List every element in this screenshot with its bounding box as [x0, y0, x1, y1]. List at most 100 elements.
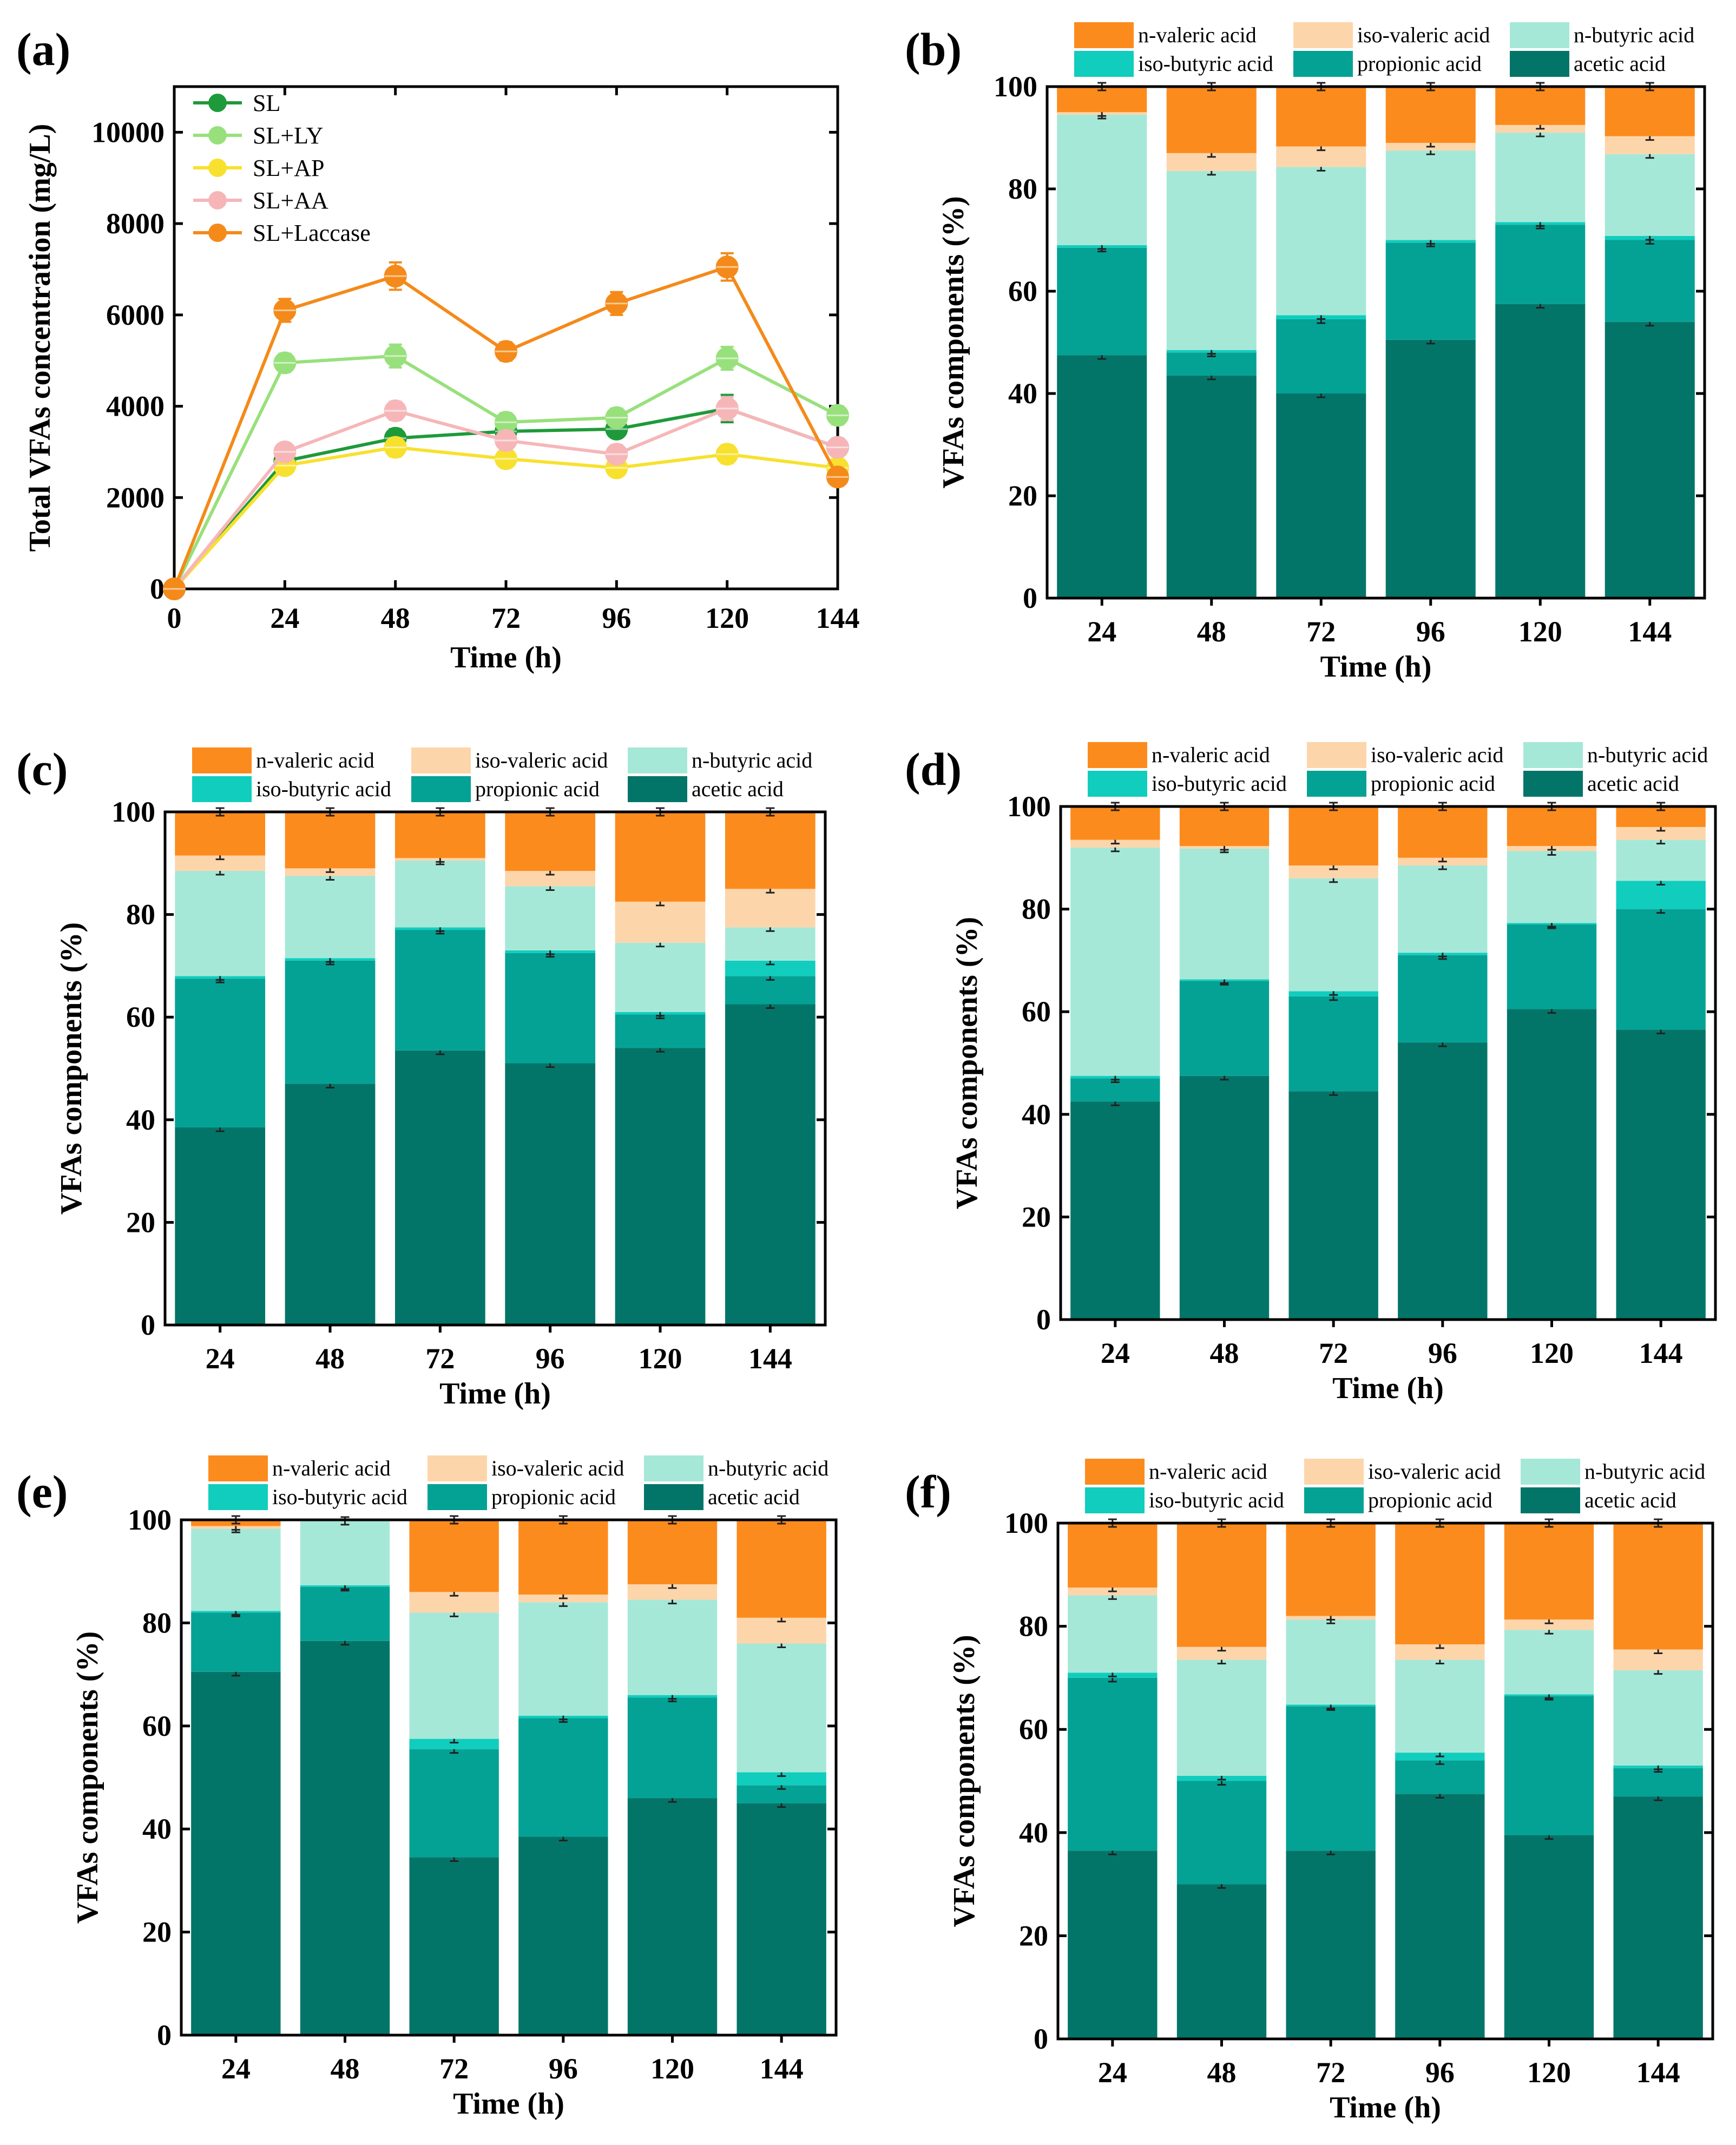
panel-d-bar-iso-butyric-acid-144	[1616, 881, 1706, 909]
panel-f-bar-acetic-acid-96	[1395, 1794, 1485, 2039]
panel-d-legend-swatch-n-butyric-acid	[1523, 742, 1583, 768]
panel-d-legend-label-iso-valeric-acid: iso-valeric acid	[1371, 743, 1503, 767]
panel-f-xtick-label: 72	[1316, 2056, 1345, 2089]
panel-e-xtick-label: 120	[650, 2052, 694, 2085]
panel-a-ytick-label: 8000	[106, 207, 165, 240]
panel-f-legend-label-propionic-acid: propionic acid	[1368, 1488, 1492, 1512]
panel-d-legend-swatch-propionic-acid	[1307, 771, 1366, 797]
panel-f-bar-propionic-acid-24	[1068, 1677, 1158, 1851]
panel-f-bar-acetic-acid-144	[1613, 1796, 1703, 2039]
panel-e-legend-label-acetic-acid: acetic acid	[708, 1485, 800, 1509]
panel-b-y-axis-title: VFAs components (%)	[937, 196, 970, 488]
panel-d-legend-label-acetic-acid: acetic acid	[1587, 771, 1679, 796]
panel-e-bar-n-butyric-acid-72	[409, 1612, 499, 1739]
panel-d-bar-acetic-acid-120	[1507, 1009, 1597, 1320]
panel-f-legend-swatch-n-butyric-acid	[1521, 1459, 1580, 1485]
panel-b-bar-n-butyric-acid-48	[1166, 170, 1257, 350]
panel-e-legend-swatch-propionic-acid	[428, 1484, 487, 1510]
panel-c-bar-acetic-acid-120	[615, 1048, 706, 1325]
panel-f-bar-n-butyric-acid-72	[1286, 1619, 1376, 1705]
panel-d-bar-acetic-acid-72	[1288, 1091, 1378, 1320]
panel-b-ytick-label: 100	[994, 70, 1037, 103]
panel-c-legend-swatch-iso-butyric-acid	[192, 776, 252, 802]
panel-b-legend-swatch-n-butyric-acid	[1510, 22, 1569, 48]
panel-e-bar-n-valeric-acid-72	[409, 1520, 499, 1592]
panel-f-bar-propionic-acid-96	[1395, 1760, 1485, 1794]
panel-d-bar-n-butyric-acid-120	[1507, 851, 1597, 923]
panel-c-bar-acetic-acid-24	[175, 1127, 266, 1325]
panel-a-legend-label-sl-ly: SL+LY	[253, 122, 323, 149]
panel-b-bar-n-valeric-acid-72	[1276, 87, 1366, 147]
panel-e-ytick-label: 60	[142, 1710, 172, 1742]
panel-d-bar-iso-valeric-acid-144	[1616, 826, 1706, 840]
panel-b-legend-swatch-iso-valeric-acid	[1293, 22, 1353, 48]
panel-d-bar-acetic-acid-48	[1179, 1075, 1270, 1320]
panel-e-xtick-label: 72	[439, 2052, 469, 2085]
panel-c-label: (c)	[16, 743, 68, 795]
panel-d-bar-n-butyric-acid-96	[1398, 865, 1488, 953]
panel-f-bar-n-butyric-acid-48	[1176, 1659, 1267, 1776]
panel-b-bar-acetic-acid-144	[1605, 322, 1695, 598]
panel-a-ytick-label: 10000	[91, 116, 165, 148]
panel-f-legend-label-n-valeric-acid: n-valeric acid	[1149, 1459, 1267, 1484]
panel-f-legend-swatch-iso-butyric-acid	[1085, 1487, 1145, 1513]
panel-c-bar-n-butyric-acid-24	[175, 871, 266, 976]
panel-b-x-axis-title: Time (h)	[1320, 650, 1432, 684]
panel-e-legend-swatch-n-valeric-acid	[208, 1455, 268, 1481]
panel-e: (e) 24 48 72 96 120 144 0 20 40 60 80 100 Time (h) VFA…	[16, 1455, 838, 2121]
panel-e-bar-n-butyric-acid-24	[191, 1529, 281, 1611]
panel-b-bar-n-valeric-acid-96	[1385, 87, 1476, 143]
panel-c-xtick-label: 72	[425, 1342, 455, 1375]
panel-b-bar-acetic-acid-120	[1495, 304, 1586, 598]
panel-b: (b) 24 48 72 96 120 144 0 20 40 60 80 100 Time (h) VFA…	[905, 22, 1706, 684]
panel-b-ytick-label: 40	[1008, 377, 1037, 410]
panel-d-ytick-label: 0	[1036, 1303, 1051, 1336]
panel-a-legend-label-sl: SL	[253, 90, 280, 116]
panel-f-xtick-label: 96	[1425, 2056, 1455, 2089]
panel-d-bar-n-butyric-acid-72	[1288, 878, 1378, 992]
panel-f-bar-acetic-acid-48	[1176, 1884, 1267, 2039]
panel-b-bar-propionic-acid-72	[1276, 319, 1366, 393]
panel-e-bar-n-butyric-acid-48	[300, 1520, 390, 1585]
panel-f-bar-n-butyric-acid-144	[1613, 1670, 1703, 1766]
panel-e-bar-acetic-acid-144	[737, 1803, 826, 2035]
panel-c-bar-n-butyric-acid-48	[285, 876, 376, 959]
panel-f-bar-n-valeric-acid-24	[1068, 1523, 1158, 1588]
panel-d-bar-n-valeric-acid-24	[1070, 806, 1160, 840]
panel-d-plot-frame	[1059, 805, 1717, 1321]
panel-e-label: (e)	[16, 1466, 68, 1518]
panel-b-ytick-label: 0	[1023, 582, 1037, 614]
panel-c-bar-iso-valeric-acid-144	[725, 889, 816, 928]
panel-a-ytick-label: 2000	[106, 481, 165, 514]
panel-f-xtick-label: 48	[1207, 2056, 1237, 2089]
panel-e-bar-n-valeric-acid-120	[627, 1520, 718, 1584]
panel-e-bar-acetic-acid-24	[191, 1671, 281, 2035]
panel-b-ytick-label: 60	[1008, 275, 1037, 307]
panel-d-bar-n-butyric-acid-48	[1179, 848, 1270, 980]
panel-f-ytick-label: 40	[1019, 1816, 1048, 1849]
panel-c-xtick-label: 144	[748, 1342, 792, 1375]
panel-b-bar-n-butyric-acid-24	[1057, 114, 1147, 245]
panel-f-bar-n-valeric-acid-48	[1176, 1523, 1267, 1647]
panel-d-xtick-label: 144	[1639, 1337, 1683, 1369]
panel-a-xtick-label: 96	[602, 602, 631, 634]
panel-b-plot-frame	[1045, 85, 1706, 600]
panel-b-xtick-label: 120	[1518, 615, 1562, 648]
panel-c-x-axis-title: Time (h)	[439, 1377, 551, 1411]
panel-f-ytick-label: 60	[1019, 1713, 1048, 1746]
panel-c-bar-propionic-acid-144	[725, 976, 816, 1005]
panel-c-xtick-label: 48	[315, 1342, 345, 1375]
panel-d-y-axis-title: VFAs components (%)	[950, 917, 984, 1209]
panel-e-bar-n-valeric-acid-144	[737, 1520, 826, 1618]
panel-f-ytick-label: 0	[1034, 2023, 1048, 2055]
panel-c-legend-swatch-propionic-acid	[411, 776, 471, 802]
panel-f-bar-acetic-acid-120	[1504, 1835, 1594, 2039]
panel-e-legend-label-propionic-acid: propionic acid	[491, 1485, 616, 1509]
panel-c-legend-label-iso-butyric-acid: iso-butyric acid	[256, 777, 391, 801]
panel-d-legend-swatch-acetic-acid	[1523, 771, 1583, 797]
panel-a-legend-marker-sl	[208, 94, 227, 112]
panel-f-label: (f)	[905, 1466, 951, 1518]
panel-d-legend-swatch-iso-butyric-acid	[1088, 771, 1147, 797]
panel-b-ytick-label: 80	[1008, 173, 1037, 205]
panel-a-ytick-label: 6000	[106, 299, 165, 331]
